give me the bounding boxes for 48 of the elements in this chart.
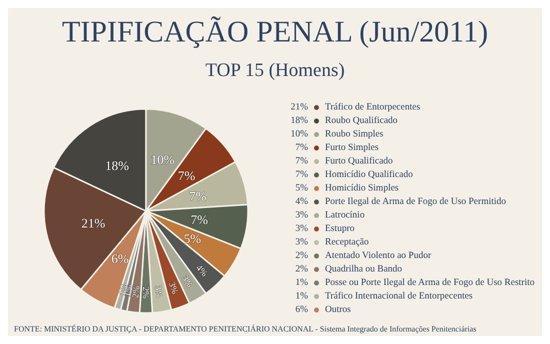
data-label: 3% [152, 284, 165, 299]
text: 2% [295, 251, 308, 261]
legend-label: Receptação [325, 238, 370, 248]
text: 5% [295, 184, 308, 194]
text: 18% [290, 116, 308, 126]
data-label: 21% [81, 215, 106, 230]
data-label: 7% [190, 212, 208, 227]
data-label: 18% [105, 158, 130, 173]
legend-label: Homicídio Simples [325, 184, 399, 194]
chart-title: TIPIFICAÇÃO PENAL (Jun/2011) [62, 16, 488, 48]
legend-label: Atentado Violento ao Pudor [325, 251, 432, 261]
data-label: 7% [178, 168, 196, 183]
text: 3% [295, 224, 308, 234]
data-label: 7% [189, 188, 207, 204]
legend-label: Latrocínio [325, 210, 365, 220]
text: 1% [295, 278, 308, 288]
legend-label: Quadrilha ou Bando [325, 264, 402, 274]
data-label: 2% [141, 286, 151, 300]
text: 3% [295, 238, 308, 248]
text: 7% [295, 170, 308, 180]
chart-subtitle: TOP 15 (Homens) [205, 60, 345, 81]
legend-label: Roubo Qualificado [325, 116, 398, 126]
text: 21% [290, 102, 308, 112]
legend-label: Furto Simples [325, 143, 379, 153]
legend-label: Homicídio Qualificado [325, 170, 414, 180]
text: 7% [295, 156, 308, 166]
data-label: 10% [150, 152, 175, 168]
legend-label: Porte Ilegal de Arma de Fogo de Uso Permitido [325, 197, 506, 207]
text: 2% [295, 264, 308, 274]
legend-label: Tráfico Internacional de Entorpecentes [325, 292, 473, 302]
text: 1% [295, 292, 308, 302]
legend-label: Posse ou Porte Ilegal de Arma de Fogo de Uso Restrito [325, 278, 535, 288]
legend-label: Outros [325, 305, 352, 315]
legend-label: Furto Qualificado [325, 156, 394, 166]
data-label: 3% [180, 274, 196, 290]
data-label: 5% [184, 230, 202, 246]
legend-label: Roubo Simples [325, 130, 384, 140]
text: 7% [295, 143, 308, 153]
data-label: 3% [166, 280, 181, 296]
legend-label: Tráfico de Entorpecentes [325, 102, 420, 112]
source-note: FONTE: MINISTÉRIO DA JUSTIÇA - DEPARTAMENTO PENITENCIÁRIO NACIONAL - Sistema Integrado de Informações Penitenciárias [14, 324, 476, 334]
data-label: 4% [194, 262, 210, 279]
text: 4% [295, 197, 308, 207]
data-label: 6% [111, 250, 129, 266]
text: 10% [290, 130, 308, 140]
text: 3% [295, 210, 308, 220]
legend-label: Estupro [325, 224, 355, 234]
text: 6% [295, 305, 308, 315]
